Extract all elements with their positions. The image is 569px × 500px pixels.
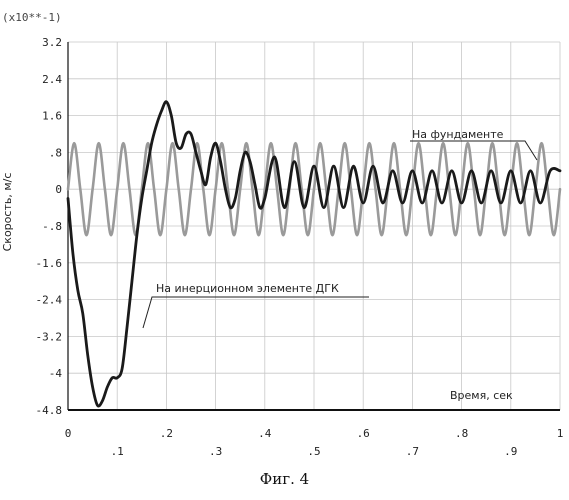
scale-note: (x10**-1) xyxy=(2,11,62,24)
x-tick-labels: 0 .1 .2 .3 .4 .5 .6 .7 .8 .9 1 xyxy=(65,427,564,458)
y-tick-label: -4 xyxy=(49,367,63,380)
y-tick-label: -3.2 xyxy=(36,330,63,343)
x-tick-label: .6 xyxy=(357,427,370,440)
x-tick-label: .5 xyxy=(307,445,320,458)
x-tick-label: .2 xyxy=(160,427,173,440)
grid xyxy=(68,42,560,410)
y-tick-label: -1.6 xyxy=(36,257,63,270)
x-tick-label: 1 xyxy=(557,427,564,440)
y-tick-label: .8 xyxy=(49,146,62,159)
x-tick-label: .4 xyxy=(258,427,272,440)
x-tick-label: .3 xyxy=(209,445,222,458)
legend-inertial-label: На инерционном элементе ДГК xyxy=(156,282,339,295)
y-tick-label: -4.8 xyxy=(36,404,63,417)
x-axis-label: Время, сек xyxy=(450,389,513,402)
legend-inertial-leader xyxy=(143,297,369,328)
x-tick-label: .9 xyxy=(504,445,517,458)
figure-caption: Фиг. 4 xyxy=(0,470,569,488)
y-tick-label: -2.4 xyxy=(36,294,63,307)
x-tick-label: .8 xyxy=(455,427,468,440)
y-tick-labels: 3.2 2.4 1.6 .8 0 -.8 -1.6 -2.4 -3.2 -4 -4.8 xyxy=(36,36,63,417)
x-tick-label: .7 xyxy=(406,445,419,458)
x-tick-label: .1 xyxy=(111,445,124,458)
legend-foundation-label: На фундаменте xyxy=(412,128,504,141)
x-tick-label: 0 xyxy=(65,427,72,440)
y-tick-label: 2.4 xyxy=(42,73,62,86)
legend-inertial: На инерционном элементе ДГК xyxy=(143,282,369,328)
y-axis-label: Скорость, м/с xyxy=(1,173,14,252)
velocity-chart: (x10**-1) 3.22.41.6.80-.8-1.6-2.4-3.2-4-… xyxy=(0,0,569,470)
y-tick-label: -.8 xyxy=(42,220,62,233)
y-tick-label: 0 xyxy=(55,183,62,196)
y-tick-label: 1.6 xyxy=(42,110,62,123)
y-tick-label: 3.2 xyxy=(42,36,62,49)
